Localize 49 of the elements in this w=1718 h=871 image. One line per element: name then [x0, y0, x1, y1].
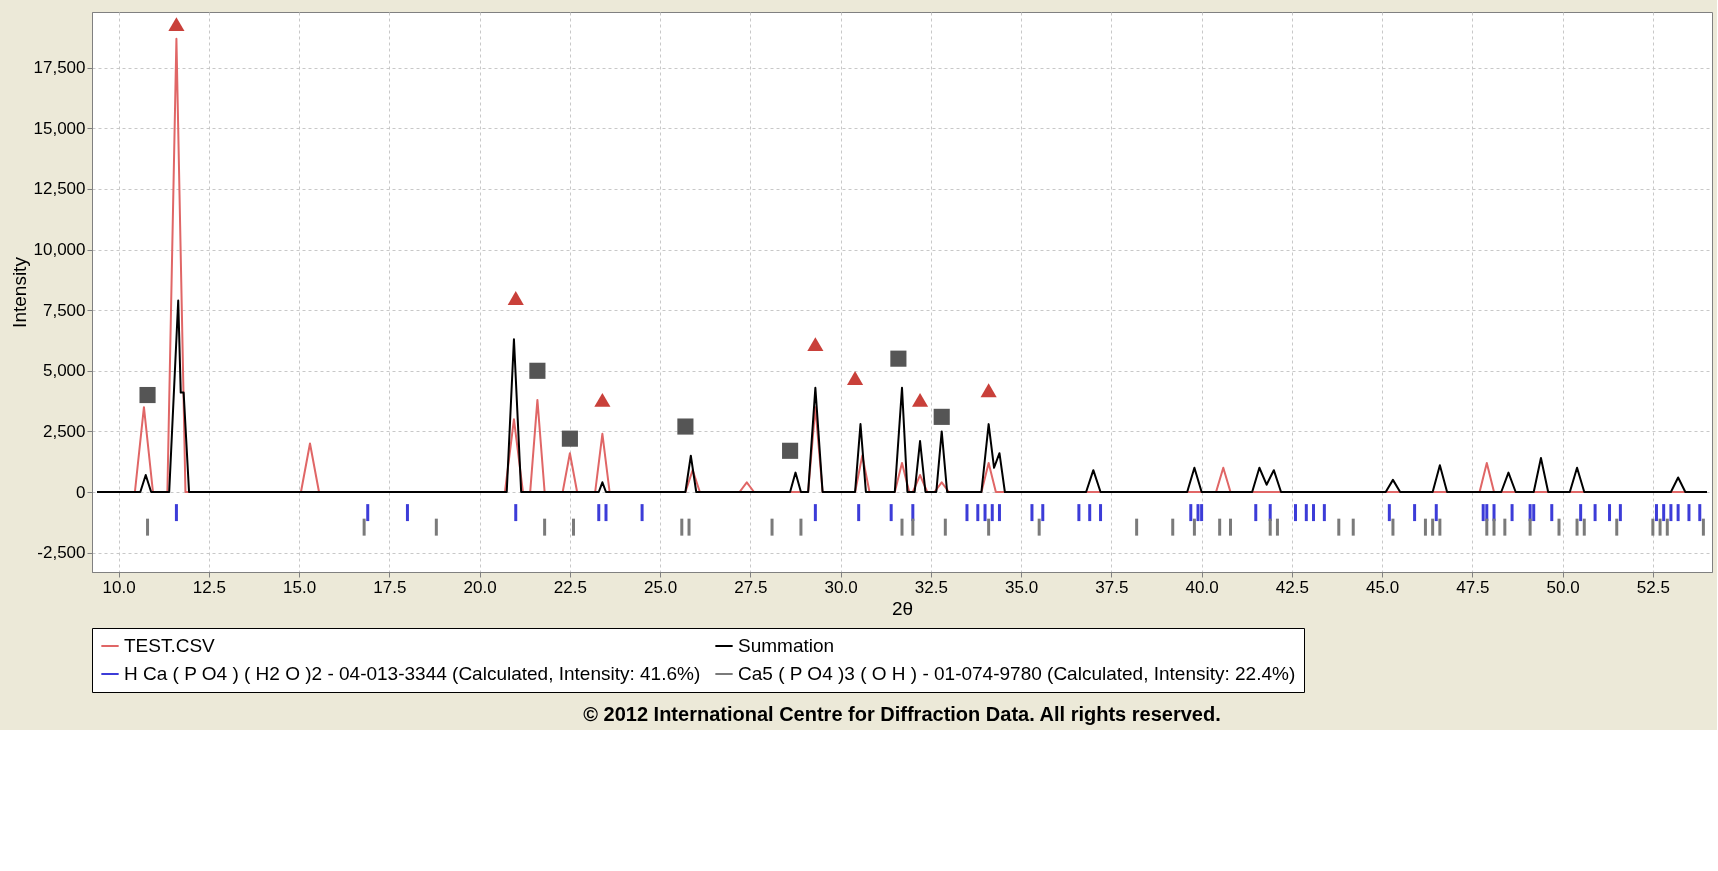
line-series [96, 299, 1708, 493]
y-axis-title: Intensity [8, 256, 30, 328]
point [847, 371, 864, 386]
point [561, 430, 578, 447]
point [933, 408, 950, 425]
x-tick-label: 50.0 [1546, 577, 1580, 597]
x-tick-label: 47.5 [1456, 577, 1490, 597]
x-tick-label: 52.5 [1636, 577, 1670, 597]
point [677, 418, 694, 435]
point [890, 350, 907, 367]
point [807, 337, 824, 352]
x-tick-label: 45.0 [1366, 577, 1400, 597]
y-tick-label: -2,500 [37, 543, 86, 563]
x-tick-label: 35.0 [1005, 577, 1039, 597]
point [911, 392, 929, 407]
x-tick-label: 30.0 [824, 577, 858, 597]
x-tick-label: 17.5 [373, 577, 407, 597]
x-tick-label: 42.5 [1275, 577, 1309, 597]
legend-label: TEST.CSV [124, 635, 216, 656]
point [594, 392, 611, 407]
x-tick-label: 10.0 [102, 577, 136, 597]
y-tick-label: 12,500 [33, 179, 86, 199]
x-tick-label: 15.0 [283, 577, 317, 597]
legend-label: Summation [738, 635, 835, 656]
x-tick-label: 27.5 [734, 577, 768, 597]
x-axis-title: 2θ [891, 597, 914, 619]
point [168, 17, 185, 32]
point [507, 291, 524, 306]
text: © 2012 International Centre for Diffraction Data. All rights reserved. [583, 702, 1221, 725]
x-tick-label: 22.5 [553, 577, 587, 597]
x-tick-label: 37.5 [1095, 577, 1129, 597]
y-tick-label: 7,500 [42, 300, 86, 320]
x-tick-label: 12.5 [192, 577, 226, 597]
y-tick-label: 0 [76, 482, 86, 502]
y-tick-label: 15,000 [33, 118, 86, 138]
y-tick-label: 10,000 [33, 240, 86, 260]
point [980, 383, 997, 398]
y-tick-label: 17,500 [33, 58, 86, 78]
point [139, 386, 156, 404]
x-tick-label: 25.0 [644, 577, 678, 597]
y-tick-label: 2,500 [42, 421, 86, 441]
x-tick-label: 40.0 [1185, 577, 1219, 597]
legend-label: H Ca ( P O4 ) ( H2 O )2 - 04-013-3344 (Calculated, Intensity: 41.6%) [124, 663, 701, 684]
point [529, 362, 546, 379]
x-tick-label: 32.5 [914, 577, 948, 597]
x-tick-label: 20.0 [463, 577, 497, 597]
point [782, 442, 799, 459]
legend-label: Ca5 ( P O4 )3 ( O H ) - 01-074-9780 (Calculated, Intensity: 22.4%) [738, 663, 1296, 684]
y-tick-label: 5,000 [42, 361, 86, 381]
